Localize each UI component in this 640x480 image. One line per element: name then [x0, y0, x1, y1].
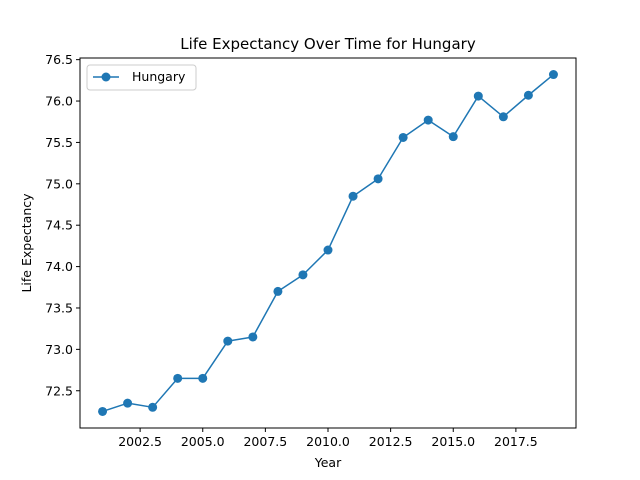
data-point [448, 132, 458, 142]
data-point [373, 174, 383, 184]
data-point [323, 245, 333, 255]
y-tick-label: 76.5 [45, 52, 73, 67]
y-tick-label: 73.5 [45, 300, 73, 315]
data-point [248, 332, 258, 342]
data-point [273, 286, 283, 296]
x-tick-label: 2010.0 [306, 434, 350, 449]
data-point [173, 373, 183, 383]
data-point [148, 402, 158, 412]
y-tick-label: 75.0 [45, 176, 73, 191]
series-layer [98, 70, 558, 416]
data-point [348, 191, 358, 201]
plot-frame [79, 57, 577, 429]
x-tick-label: 2012.5 [369, 434, 413, 449]
y-tick-label: 73.0 [45, 342, 73, 357]
x-axis-ticks: 2002.5 2005.0 2007.5 2010.0 2012.5 2015.0 2017… [118, 428, 538, 449]
x-tick-label: 2005.0 [181, 434, 225, 449]
legend-label-hungary: Hungary [132, 69, 186, 84]
data-point [498, 112, 508, 122]
data-point [123, 398, 133, 408]
legend-box [86, 64, 197, 91]
data-point [473, 91, 483, 101]
data-point [198, 373, 208, 383]
data-point [423, 115, 433, 125]
x-tick-label: 2002.5 [118, 434, 162, 449]
legend-marker-swatch [101, 72, 111, 82]
data-point [398, 132, 408, 142]
x-tick-label: 2007.5 [243, 434, 287, 449]
chart-title: Life Expectancy Over Time for Hungary [180, 35, 476, 53]
legend: Hungary [86, 64, 197, 91]
x-tick-label: 2015.0 [431, 434, 475, 449]
y-tick-label: 75.5 [45, 135, 73, 150]
y-tick-label: 72.5 [45, 383, 73, 398]
x-tick-label: 2017.5 [494, 434, 538, 449]
y-axis-title: Life Expectancy [19, 193, 34, 293]
x-axis-title: Year [314, 455, 342, 470]
data-point [298, 270, 308, 280]
data-point [223, 336, 233, 346]
data-point [98, 406, 108, 416]
y-tick-label: 74.0 [45, 259, 73, 274]
plot-area [80, 58, 576, 428]
y-axis-ticks: 72.5 73.0 73.5 74.0 74.5 75.0 75.5 76.0 76.5 [45, 52, 80, 398]
data-point [548, 70, 558, 80]
data-point [523, 90, 533, 100]
y-tick-label: 76.0 [45, 94, 73, 109]
y-tick-label: 74.5 [45, 218, 73, 233]
